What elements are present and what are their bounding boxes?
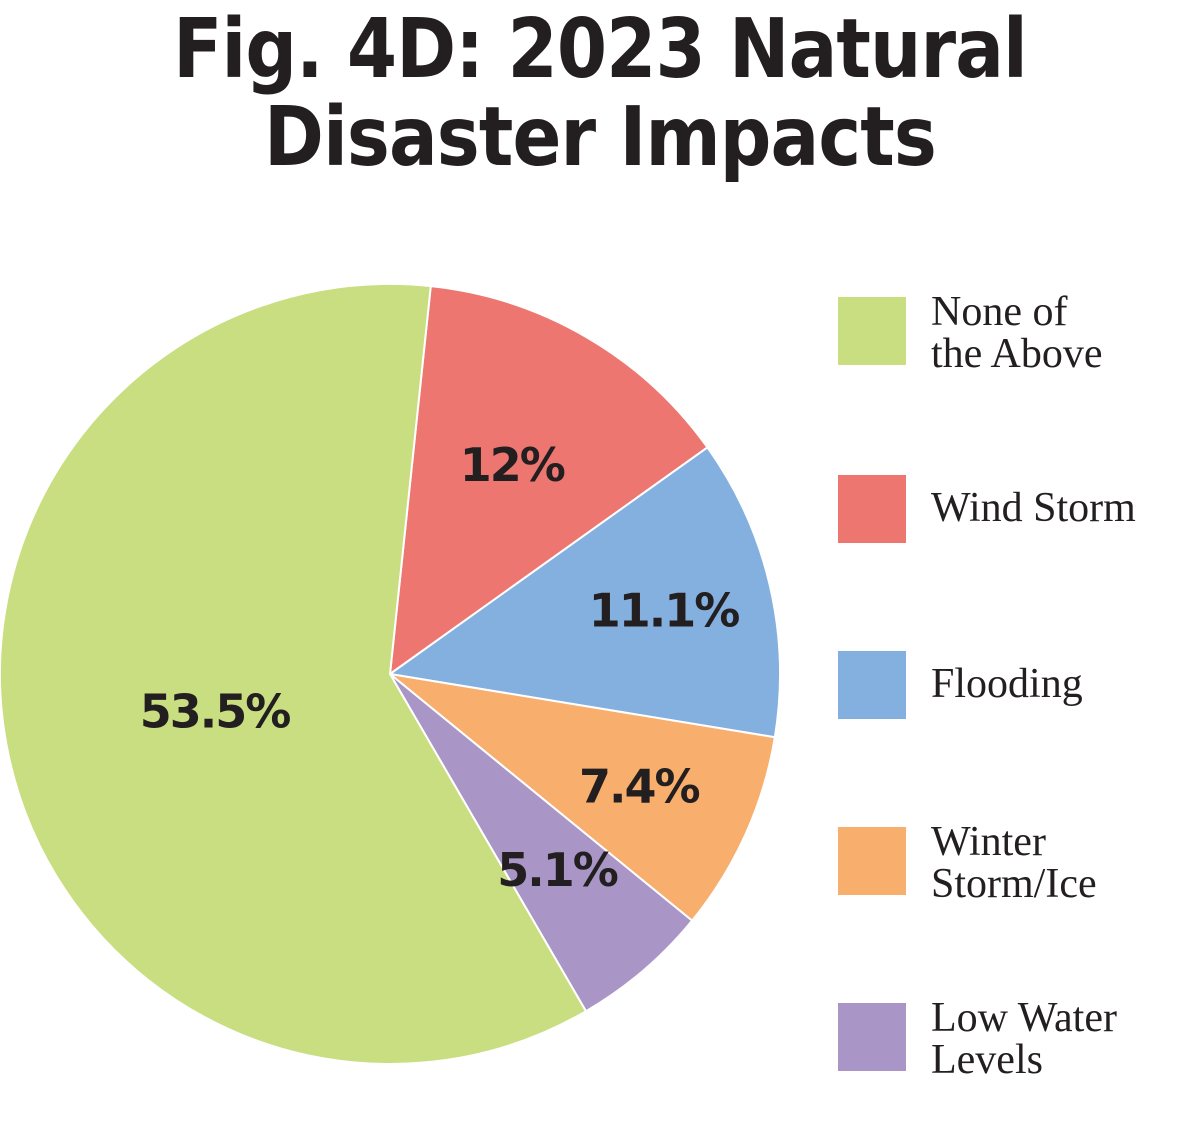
slice-label-wind-storm: 12% xyxy=(460,438,565,492)
legend-label: Flooding xyxy=(931,661,1083,707)
legend-swatch xyxy=(838,475,906,543)
pie-slice-low-water-levels xyxy=(389,673,694,1013)
legend-swatch xyxy=(838,827,906,895)
legend-swatch xyxy=(838,1003,906,1071)
legend-swatch xyxy=(838,651,906,719)
slice-label-low-water-levels: 5.1% xyxy=(497,843,617,897)
pie-slice-wind-storm xyxy=(388,285,709,677)
pie-slice-none-of-the-above xyxy=(0,283,588,1065)
legend: None of the Above Wind Storm Flooding Wi… xyxy=(838,0,1200,1121)
legend-label: Low Water Levels xyxy=(931,995,1117,1083)
chart-title: Fig. 4D: 2023 Natural Disaster Impacts xyxy=(173,2,1028,185)
slice-label-flooding: 11.1% xyxy=(589,583,739,637)
legend-swatch xyxy=(838,297,906,365)
pie-slice-flooding xyxy=(387,446,781,739)
legend-label: None of the Above xyxy=(931,289,1103,377)
legend-label: Winter Storm/Ice xyxy=(931,819,1097,907)
slice-label-none-of-the-above: 53.5% xyxy=(140,685,290,739)
pie-slice-winter-storm-ice xyxy=(386,672,776,923)
legend-label: Wind Storm xyxy=(931,485,1136,531)
slice-label-winter-storm-ice: 7.4% xyxy=(579,759,699,813)
